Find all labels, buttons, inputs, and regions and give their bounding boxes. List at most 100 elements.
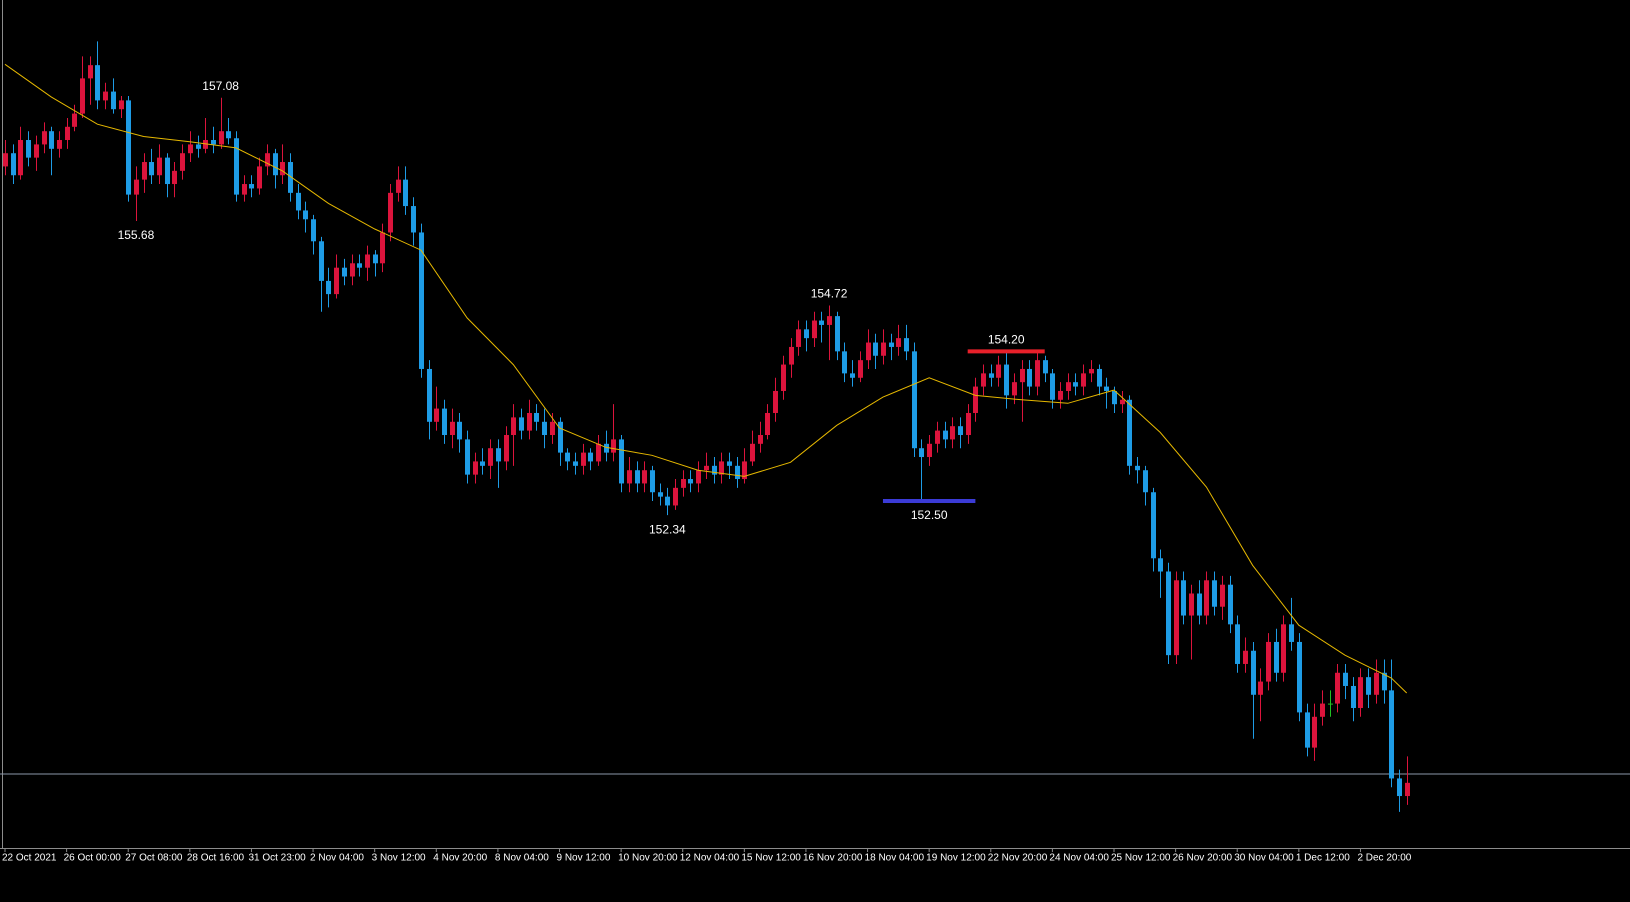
candle-body [350, 263, 355, 277]
candle-body [696, 470, 701, 484]
candle-body [981, 373, 986, 387]
candle-body [966, 412, 971, 436]
candle-body [172, 170, 177, 185]
candle-body [1220, 584, 1225, 607]
candle-body [742, 461, 747, 480]
candle-body [989, 373, 994, 378]
candle-body [203, 140, 208, 149]
candle-body [1251, 650, 1256, 695]
candle-body [935, 430, 940, 444]
candle-body [542, 421, 547, 436]
candle-body [165, 157, 170, 185]
candle-body [858, 360, 863, 378]
candle-body [1197, 593, 1202, 616]
candle-body [1043, 360, 1048, 374]
candle-body [735, 465, 740, 480]
candle-body [434, 408, 439, 422]
candle-body [565, 452, 570, 462]
x-tick-label: 26 Oct 00:00 [64, 853, 122, 864]
x-tick-label: 28 Oct 16:00 [187, 853, 245, 864]
x-tick-label: 10 Nov 20:00 [618, 853, 678, 864]
candle-body [26, 140, 31, 158]
candle-body [604, 443, 609, 453]
candle-body [1389, 690, 1394, 779]
candle-body [1374, 672, 1379, 695]
candle-body [1266, 641, 1271, 682]
candle-body [1382, 672, 1387, 691]
candle-body [1358, 677, 1363, 708]
candle-body [1281, 624, 1286, 673]
candle-body [1050, 373, 1055, 400]
candle-body [1243, 650, 1248, 664]
candle-body [42, 131, 47, 145]
x-tick-label: 24 Nov 04:00 [1049, 853, 1109, 864]
candle-body [473, 461, 478, 475]
candle-body [712, 465, 717, 475]
candle-body [1058, 390, 1063, 400]
candle-body [973, 386, 978, 413]
candle-body [1405, 782, 1410, 797]
candle-body [88, 65, 93, 79]
candle-body [1089, 368, 1094, 374]
x-tick-label: 19 Nov 12:00 [926, 853, 986, 864]
candle-body [1104, 386, 1109, 391]
x-tick-label: 1 Dec 12:00 [1296, 853, 1350, 864]
price-annotation: 152.50 [911, 508, 948, 522]
candle-body [1097, 368, 1102, 387]
candle-body [611, 439, 616, 453]
candle-body [1035, 360, 1040, 387]
candle-body [265, 153, 270, 167]
candle-body [465, 439, 470, 475]
candle-body [1235, 624, 1240, 664]
candle-body [1189, 593, 1194, 616]
candle-body [319, 241, 324, 281]
candle-body [1012, 382, 1017, 396]
candle-body [504, 435, 509, 462]
candle-body [357, 263, 362, 268]
candle-body [1112, 390, 1117, 405]
candle-body [303, 210, 308, 220]
candle-body [1305, 712, 1310, 748]
candle-body [781, 364, 786, 391]
candle-body [804, 329, 809, 339]
price-annotation: 154.72 [811, 287, 848, 301]
x-tick-label: 31 Oct 23:00 [248, 853, 306, 864]
candle-body [950, 426, 955, 440]
candle-body [1366, 677, 1371, 695]
candle-body [226, 131, 231, 139]
candle-body [758, 435, 763, 444]
candle-body [1204, 580, 1209, 616]
candle-body [119, 100, 124, 110]
candle-body [334, 267, 339, 295]
candle-body [835, 316, 840, 352]
candle-body [1143, 470, 1148, 493]
x-tick-label: 27 Oct 08:00 [125, 853, 183, 864]
candle-body [519, 417, 524, 431]
candle-body [1351, 685, 1356, 708]
candle-body [619, 439, 624, 484]
candle-body [550, 421, 555, 436]
price-annotation: 152.34 [649, 522, 686, 536]
candle-body [765, 412, 770, 436]
x-tick-label: 18 Nov 04:00 [865, 853, 925, 864]
candle-body [80, 78, 85, 114]
x-tick-label: 26 Nov 20:00 [1173, 853, 1233, 864]
candle-body [126, 100, 131, 195]
candle-body [450, 421, 455, 436]
candle-body [1312, 716, 1317, 748]
candle-body [288, 162, 293, 193]
candle-body [1328, 703, 1333, 705]
x-tick-label: 9 Nov 12:00 [557, 853, 611, 864]
candle-body [688, 479, 693, 484]
candle-body [196, 144, 201, 149]
candle-body [57, 140, 62, 149]
candle-body [1258, 681, 1263, 695]
candle-body [665, 496, 670, 506]
candle-body [1212, 580, 1217, 607]
candle-body [1343, 672, 1348, 686]
candle-body [188, 144, 193, 154]
candle-body [273, 153, 278, 176]
candle-body [257, 166, 262, 189]
candle-body [812, 320, 817, 339]
